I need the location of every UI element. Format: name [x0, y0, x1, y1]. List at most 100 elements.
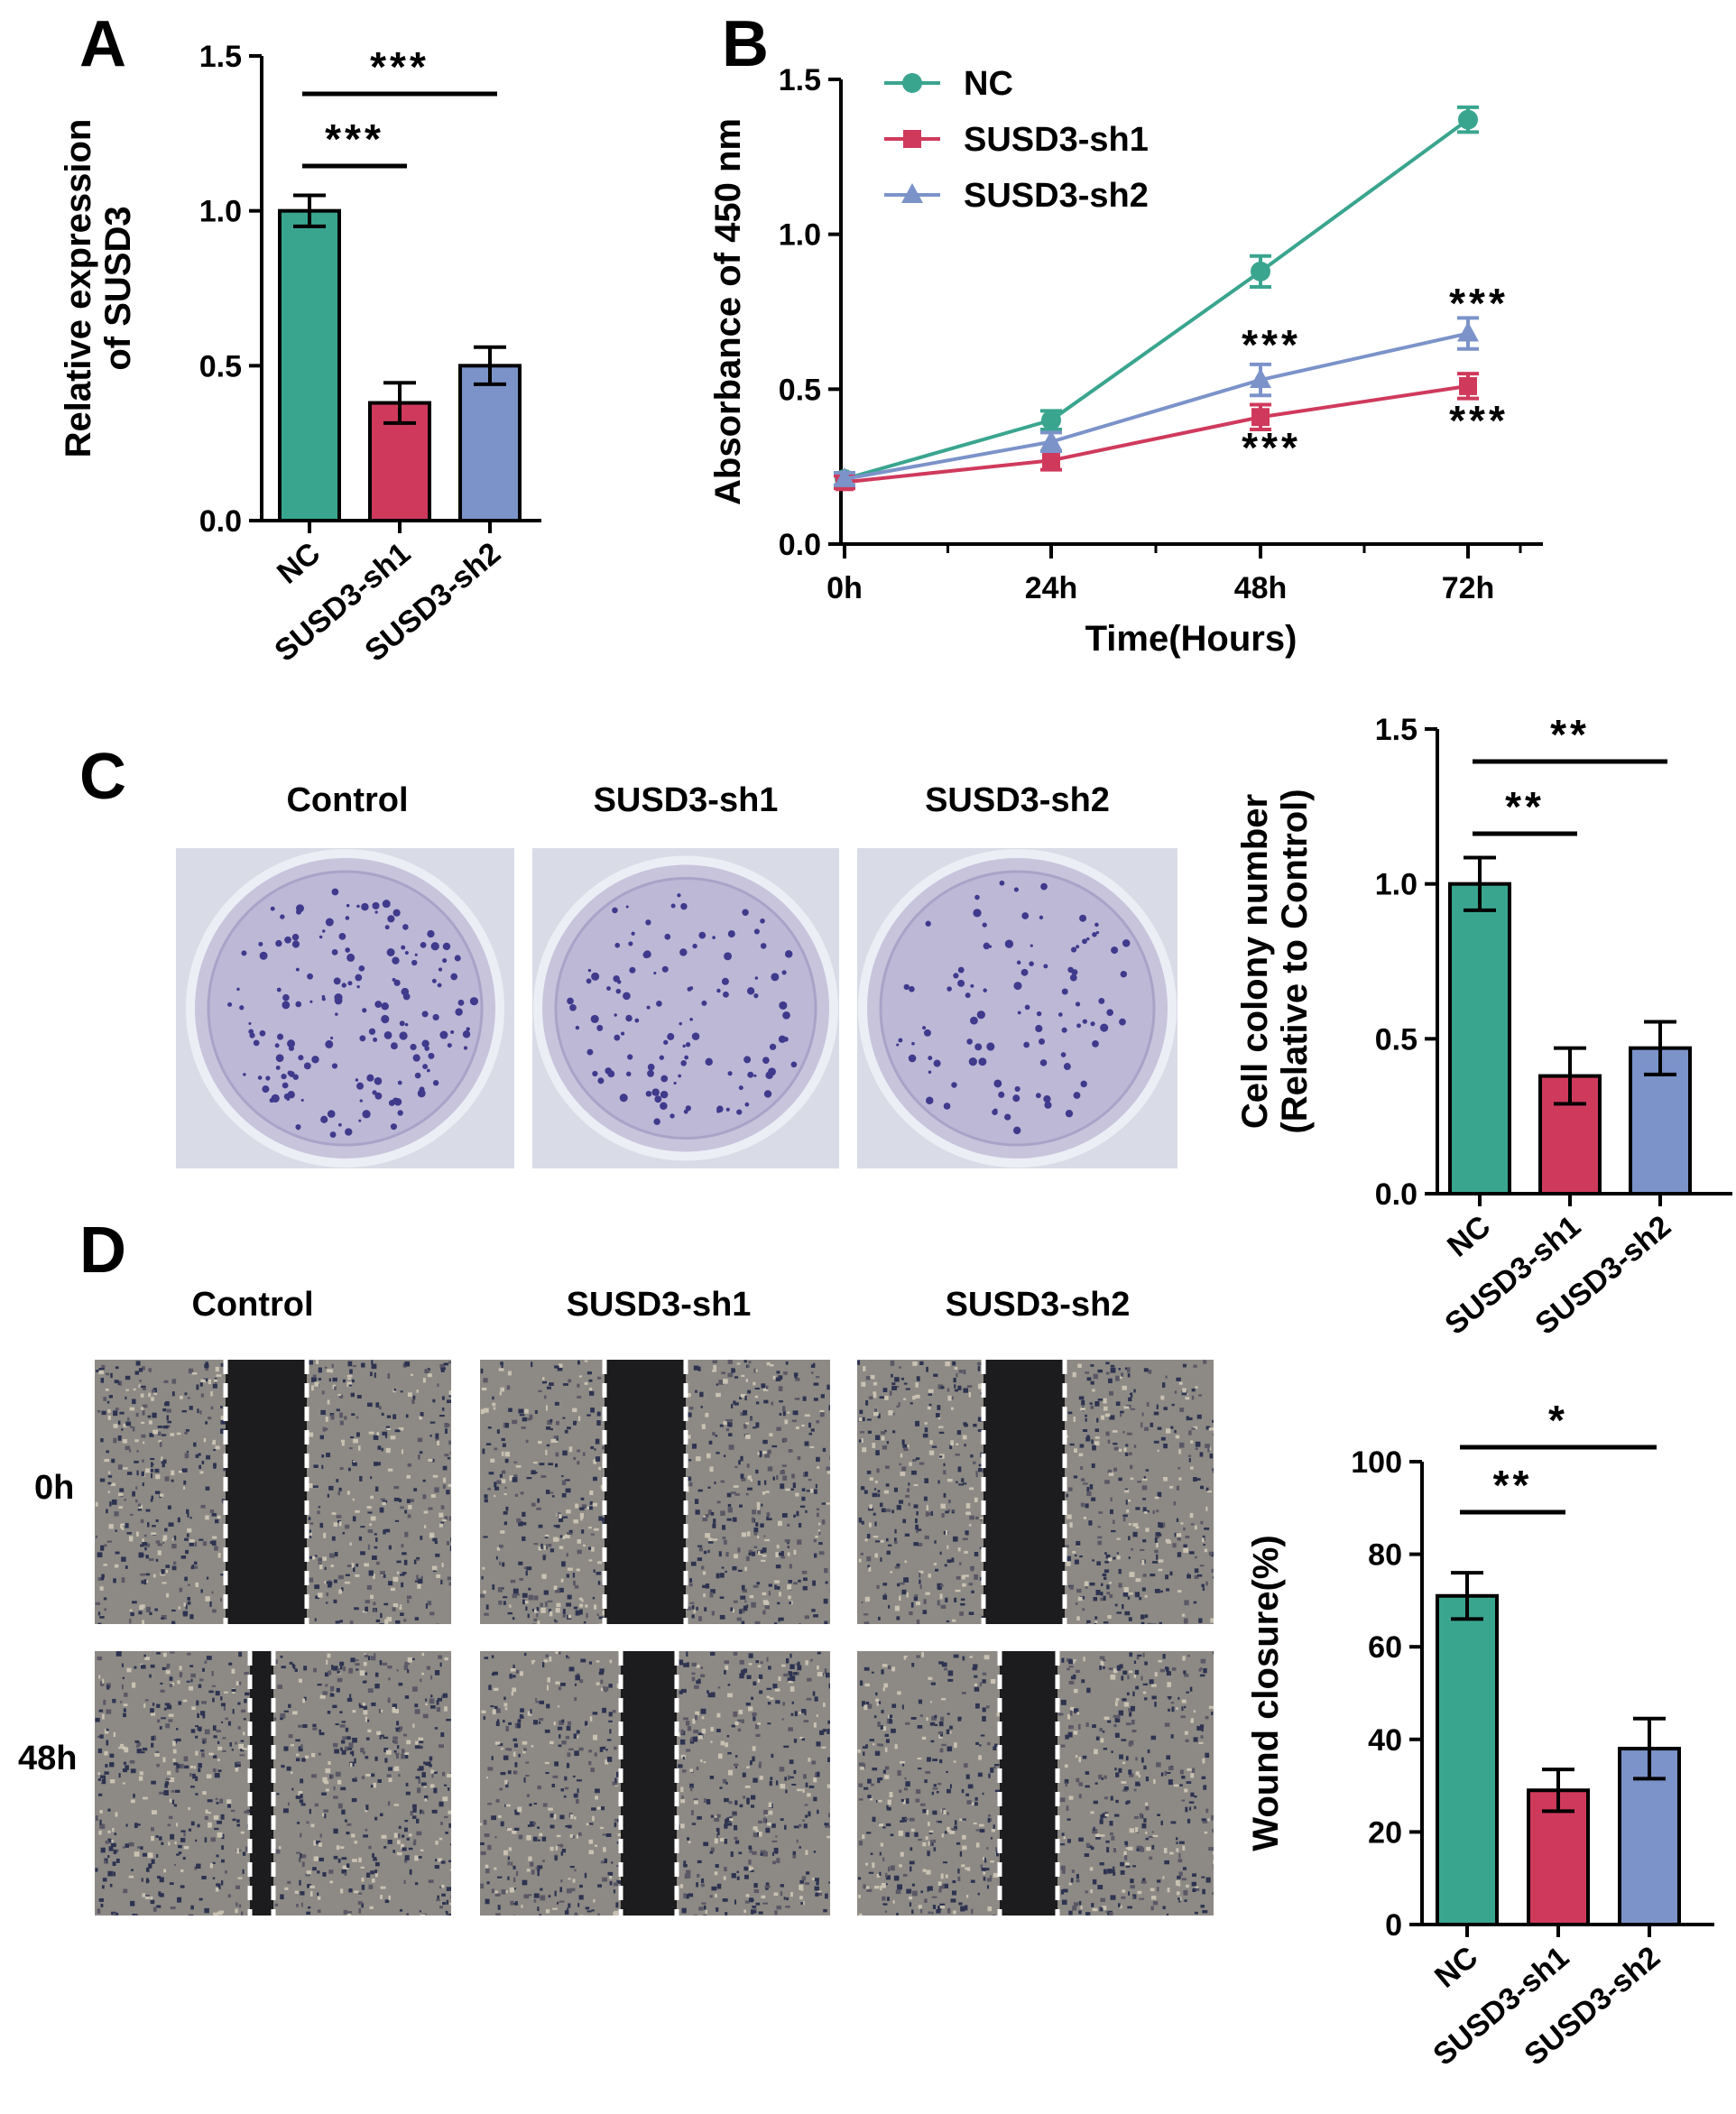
- cell-speck: [356, 1668, 359, 1671]
- cell-speck: [97, 1552, 103, 1557]
- cell-speck: [939, 1748, 944, 1753]
- cell-speck: [429, 1421, 436, 1424]
- cell-speck: [494, 1708, 501, 1713]
- cell-speck: [349, 1762, 353, 1768]
- cell-speck: [553, 1435, 559, 1439]
- cell-speck: [768, 1518, 772, 1521]
- cell-speck: [314, 1584, 320, 1590]
- wound-image-sh1-48h: [480, 1651, 830, 1916]
- cell-speck: [917, 1757, 922, 1760]
- cell-speck: [937, 1384, 944, 1389]
- cell-speck: [1188, 1458, 1191, 1463]
- colony-dot: [466, 1027, 470, 1031]
- cell-speck: [954, 1384, 956, 1389]
- cell-speck: [1157, 1887, 1159, 1892]
- cell-speck: [280, 1712, 286, 1719]
- cell-speck: [292, 1711, 298, 1715]
- cell-speck: [910, 1717, 917, 1720]
- cell-speck: [405, 1782, 409, 1786]
- cell-speck: [274, 1903, 279, 1906]
- colony-dot: [680, 902, 688, 910]
- cell-speck: [1184, 1788, 1188, 1793]
- cell-speck: [341, 1721, 346, 1723]
- cell-speck: [482, 1448, 485, 1454]
- cell-speck: [868, 1566, 872, 1572]
- cell-speck: [1189, 1466, 1194, 1470]
- cell-speck: [885, 1739, 890, 1743]
- cell-speck: [968, 1392, 972, 1398]
- cell-speck: [1096, 1561, 1101, 1566]
- cell-speck: [349, 1369, 353, 1374]
- cell-speck: [192, 1773, 196, 1779]
- cell-speck: [905, 1722, 910, 1725]
- colony-dot: [284, 936, 291, 944]
- cell-speck: [318, 1752, 321, 1756]
- cell-speck: [783, 1371, 788, 1375]
- cell-speck: [810, 1428, 815, 1432]
- cell-speck: [441, 1408, 445, 1411]
- cell-speck: [130, 1612, 134, 1617]
- cell-speck: [1134, 1592, 1140, 1598]
- cell-speck: [365, 1828, 368, 1832]
- cell-speck: [430, 1704, 436, 1709]
- cell-speck: [787, 1546, 790, 1548]
- cell-speck: [173, 1762, 179, 1766]
- cell-speck: [339, 1467, 344, 1471]
- cell-speck: [384, 1528, 391, 1533]
- cell-speck: [912, 1890, 918, 1897]
- cell-speck: [1194, 1911, 1198, 1915]
- cell-speck: [406, 1499, 411, 1504]
- cell-speck: [348, 1447, 353, 1450]
- cell-speck: [166, 1408, 171, 1413]
- cell-speck: [106, 1685, 110, 1690]
- colony-dot: [311, 1056, 319, 1064]
- cell-speck: [1086, 1491, 1092, 1497]
- cell-speck: [1159, 1668, 1166, 1673]
- cell-speck: [593, 1898, 596, 1903]
- cell-speck: [1123, 1591, 1129, 1597]
- cell-speck: [317, 1909, 321, 1914]
- colony-dot: [338, 1122, 342, 1127]
- cell-speck: [1136, 1845, 1140, 1851]
- cell-speck: [291, 1787, 294, 1791]
- cell-speck: [119, 1380, 123, 1386]
- cell-speck: [421, 1672, 424, 1676]
- cell-speck: [1190, 1792, 1195, 1797]
- cell-speck: [527, 1613, 530, 1619]
- cell-speck: [979, 1744, 982, 1747]
- cell-speck: [751, 1551, 756, 1556]
- cell-speck: [909, 1902, 912, 1907]
- cell-speck: [1125, 1722, 1131, 1726]
- cell-speck: [358, 1445, 361, 1451]
- cell-speck: [167, 1420, 172, 1424]
- colony-dot: [421, 1011, 429, 1018]
- cell-speck: [1129, 1828, 1134, 1833]
- cell-speck: [958, 1902, 963, 1906]
- cell-speck: [894, 1565, 900, 1569]
- cell-speck: [392, 1607, 396, 1611]
- cell-speck: [183, 1845, 189, 1850]
- cell-speck: [863, 1366, 866, 1371]
- cell-speck: [347, 1467, 351, 1472]
- cell-speck: [945, 1510, 949, 1514]
- cell-speck: [136, 1742, 142, 1747]
- cell-speck: [1151, 1695, 1157, 1700]
- cell-speck: [333, 1828, 338, 1834]
- cell-speck: [356, 1563, 359, 1567]
- cell-speck: [1157, 1491, 1162, 1498]
- cell-speck: [864, 1538, 868, 1542]
- cell-speck: [515, 1465, 522, 1468]
- cell-speck: [419, 1416, 422, 1420]
- colony-dot: [404, 950, 409, 955]
- cell-speck: [121, 1428, 124, 1431]
- cell-speck: [1159, 1621, 1162, 1624]
- cell-speck: [903, 1447, 909, 1452]
- cell-speck: [303, 1666, 308, 1671]
- cell-speck: [1076, 1616, 1080, 1621]
- cell-speck: [739, 1673, 744, 1679]
- cell-speck: [695, 1711, 699, 1716]
- cell-speck: [506, 1827, 512, 1832]
- colony-dot: [322, 929, 326, 933]
- cell-speck: [519, 1578, 524, 1581]
- cell-speck: [1113, 1556, 1116, 1560]
